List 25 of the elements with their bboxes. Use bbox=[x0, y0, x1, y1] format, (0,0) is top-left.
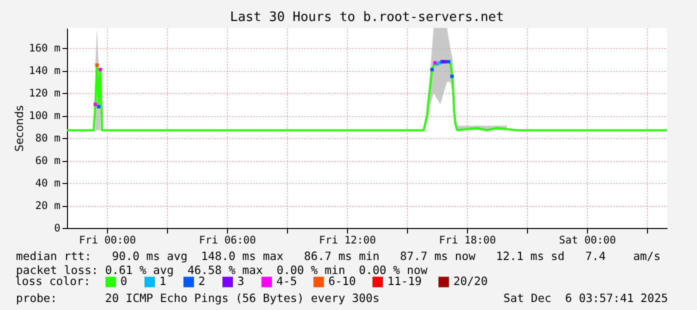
chart-title: Last 30 Hours to b.root-servers.net bbox=[230, 10, 504, 25]
legend-label: 20/20 bbox=[453, 274, 488, 288]
point bbox=[96, 104, 100, 108]
x-tick-label: Fri 00:00 bbox=[79, 234, 136, 246]
x-tick-label: Sat 00:00 bbox=[559, 234, 616, 246]
y-tick-label: 40 m bbox=[35, 178, 60, 190]
y-tick-label: 0 bbox=[54, 222, 60, 234]
line-series bbox=[67, 60, 667, 132]
x-tick-label: Fri 18:00 bbox=[439, 234, 496, 246]
y-axis-title: Seconds bbox=[12, 105, 26, 152]
text: probe: 20 ICMP Echo Pings (56 Bytes) every 300s bbox=[16, 291, 380, 305]
x-tick-label: Fri 12:00 bbox=[319, 234, 376, 246]
y-tick-label: 160 m bbox=[28, 42, 60, 55]
y-tick-label: 80 m bbox=[35, 132, 60, 145]
point bbox=[446, 60, 450, 64]
point bbox=[94, 102, 98, 106]
text: median rtt: 90.0 ms avg 148.0 ms max 86.7 ms min 87.7 ms now 12.1 ms sd 7.4 am/s bbox=[16, 249, 661, 263]
y-tick-label: 60 m bbox=[35, 155, 60, 168]
x-tick-label: Fri 06:00 bbox=[199, 234, 256, 246]
point bbox=[98, 68, 102, 72]
y-tick-label: 120 m bbox=[28, 88, 60, 100]
y-tick-label: 20 m bbox=[35, 200, 60, 212]
text: Sat Dec 6 03:57:41 2025 bbox=[503, 291, 668, 305]
y-tick-label: 140 m bbox=[28, 65, 60, 78]
y-tick-label: 100 m bbox=[28, 110, 60, 122]
